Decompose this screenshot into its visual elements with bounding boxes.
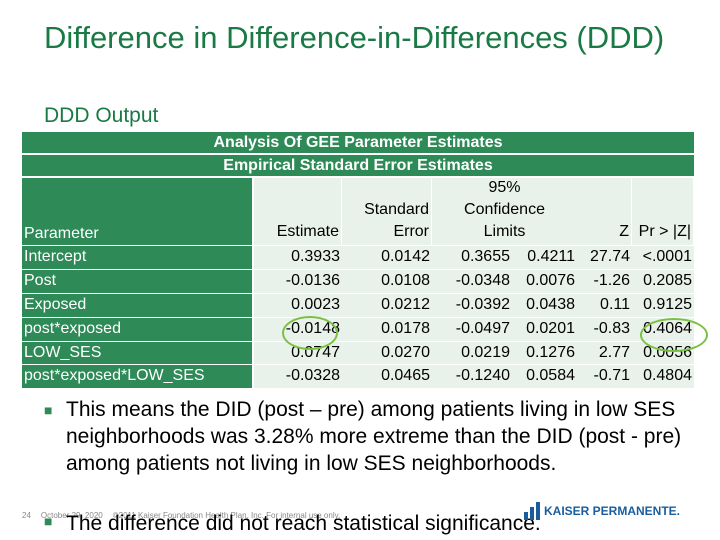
- page-number: 24: [22, 511, 31, 520]
- table-cell-lo: 0.0219: [432, 340, 512, 365]
- kaiser-logo-text: KAISER PERMANENTE.: [544, 504, 681, 518]
- table-cell-lo: -0.0392: [432, 292, 512, 317]
- table-cell-hi: 0.0438: [512, 292, 577, 317]
- header-ci-line1: 95%: [488, 179, 521, 196]
- table-cell-lo: -0.0497: [432, 316, 512, 341]
- table-cell-se: 0.0212: [342, 292, 432, 317]
- kaiser-logo-icon: [524, 502, 540, 520]
- header-z-label: Z: [619, 223, 629, 240]
- highlight-circle-estimate: [282, 316, 338, 350]
- table-cell-se: 0.0465: [342, 364, 432, 389]
- table-cell-z: 0.11: [577, 292, 632, 317]
- table-row-parameter: post*exposed: [22, 316, 254, 341]
- table-cell-estimate: 0.3933: [254, 245, 342, 269]
- table-title-2: Empirical Standard Error Estimates: [22, 155, 694, 178]
- table-title-1: Analysis Of GEE Parameter Estimates: [22, 132, 694, 155]
- table-grid: Parameter Estimate Standard Error 95% Co…: [22, 178, 694, 245]
- table-row-parameter: Exposed: [22, 292, 254, 317]
- bullet-text: The difference did not reach statistical…: [66, 512, 541, 535]
- table-cell-p: 0.2085: [632, 268, 694, 293]
- header-stderr-line2: Error: [393, 223, 429, 240]
- table-cell-z: 2.77: [577, 340, 632, 365]
- table-row-parameter: post*exposed*LOW_SES: [22, 364, 254, 389]
- kaiser-logo: KAISER PERMANENTE.: [522, 502, 680, 520]
- footer: 24 October 29, 2020 ©2011 Kaiser Foundat…: [22, 511, 340, 520]
- table-row-parameter: Intercept: [22, 245, 254, 269]
- table-cell-hi: 0.0076: [512, 268, 577, 293]
- header-stderr: Standard Error: [342, 178, 432, 245]
- table-cell-se: 0.0142: [342, 245, 432, 269]
- table-cell-lo: 0.3655: [432, 245, 512, 269]
- header-ci: 95% Confidence Limits: [432, 178, 577, 245]
- header-z: Z: [577, 178, 632, 245]
- table-cell-p: 0.9125: [632, 292, 694, 317]
- header-p: Pr > |Z|: [632, 178, 694, 245]
- header-estimate-label: Estimate: [276, 223, 339, 240]
- table-body: Intercept 0.3933 0.0142 0.3655 0.4211 27.74 <.…: [22, 245, 694, 389]
- table-cell-se: 0.0108: [342, 268, 432, 293]
- footer-date: October 29, 2020: [40, 511, 103, 520]
- gee-table: Analysis Of GEE Parameter Estimates Empi…: [22, 132, 694, 389]
- table-cell-hi: 0.4211: [512, 245, 577, 269]
- table-cell-hi: 0.0201: [512, 316, 577, 341]
- table-cell-z: -0.71: [577, 364, 632, 389]
- page-title: Difference in Difference-in-Differences …: [44, 20, 665, 55]
- page-subtitle: DDD Output: [44, 104, 159, 127]
- table-cell-lo: -0.0348: [432, 268, 512, 293]
- table-cell-z: 27.74: [577, 245, 632, 269]
- table-cell-z: -1.26: [577, 268, 632, 293]
- header-p-label: Pr > |Z|: [638, 223, 691, 240]
- table-cell-p: <.0001: [632, 245, 694, 269]
- table-cell-estimate: 0.0023: [254, 292, 342, 317]
- highlight-circle-pvalue: [640, 318, 708, 352]
- table-cell-z: -0.83: [577, 316, 632, 341]
- table-cell-hi: 0.1276: [512, 340, 577, 365]
- bullet-square-icon: ■: [44, 513, 53, 529]
- table-cell-lo: -0.1240: [432, 364, 512, 389]
- table-row-parameter: Post: [22, 268, 254, 293]
- table-cell-se: 0.0178: [342, 316, 432, 341]
- bullet-list: ■ This means the DID (post – pre) among …: [44, 396, 684, 477]
- bullet-square-icon: ■: [44, 402, 53, 418]
- table-row-parameter: LOW_SES: [22, 340, 254, 365]
- header-estimate: Estimate: [254, 178, 342, 245]
- header-parameter: Parameter: [22, 178, 254, 245]
- bullet-item: ■ This means the DID (post – pre) among …: [44, 396, 684, 477]
- table-cell-hi: 0.0584: [512, 364, 577, 389]
- header-ci-line3: Limits: [483, 223, 526, 240]
- footer-copyright: ©2011 Kaiser Foundation Health Plan, Inc…: [112, 511, 341, 520]
- header-ci-line2: Confidence: [464, 201, 545, 218]
- bullet-item: ■ The difference did not reach statistic…: [44, 512, 541, 536]
- bullet-text: This means the DID (post – pre) among pa…: [66, 398, 682, 475]
- table-cell-p: 0.4804: [632, 364, 694, 389]
- table-cell-estimate: -0.0328: [254, 364, 342, 389]
- header-stderr-line1: Standard: [364, 201, 429, 218]
- table-cell-estimate: -0.0136: [254, 268, 342, 293]
- table-cell-se: 0.0270: [342, 340, 432, 365]
